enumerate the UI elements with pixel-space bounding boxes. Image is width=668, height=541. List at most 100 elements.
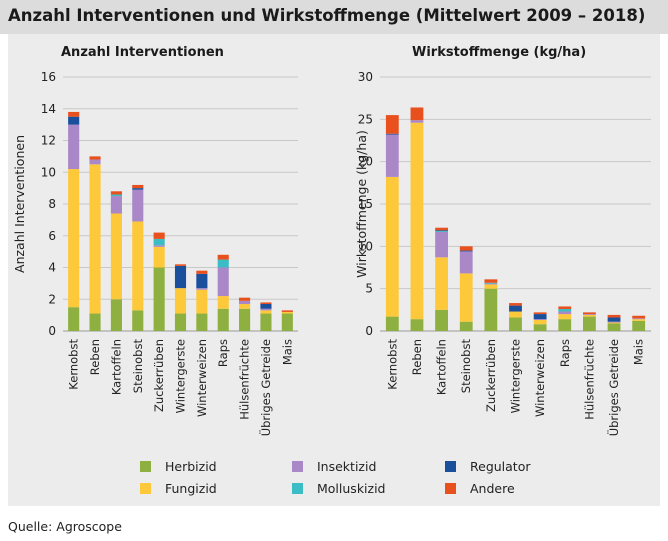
chart2-bar-fungizid bbox=[632, 319, 646, 321]
legend-label: Insektizid bbox=[317, 459, 377, 474]
chart1-bar-molluskizid bbox=[110, 194, 122, 197]
chart2-bar-herbizid bbox=[533, 324, 547, 331]
chart2-bar-insektizid bbox=[607, 321, 621, 323]
chart2-bar-herbizid bbox=[459, 321, 473, 331]
chart1-bar-insektizid bbox=[217, 267, 229, 297]
chart2-category-label: Übriges Getreide bbox=[605, 339, 621, 436]
chart2-bar-fungizid bbox=[509, 311, 522, 318]
chart2-bar-herbizid bbox=[509, 317, 522, 331]
chart2-category-label: Kartoffeln bbox=[435, 339, 449, 395]
chart2-bar-herbizid bbox=[385, 316, 399, 331]
chart2-bar-andere bbox=[607, 314, 621, 318]
chart1-ylabel: Anzahl Interventionen bbox=[12, 135, 27, 273]
chart2-bar-andere bbox=[509, 303, 522, 306]
chart1-category-label: Zuckerrüben bbox=[152, 339, 166, 412]
chart2-bar-herbizid bbox=[558, 319, 572, 331]
chart1-ytick-label: 6 bbox=[48, 229, 56, 243]
chart2-bar-andere bbox=[533, 312, 547, 315]
chart1-bar-fungizid bbox=[260, 310, 272, 314]
chart2-category-label: Mais bbox=[632, 339, 646, 365]
chart1-bar-andere bbox=[110, 191, 122, 195]
chart1-bar-regulator bbox=[260, 304, 272, 309]
chart2-bar-fungizid bbox=[385, 176, 399, 317]
chart1-bar-fungizid bbox=[153, 246, 165, 268]
chart1-bar-insektizid bbox=[110, 196, 122, 214]
chart1-bar-fungizid bbox=[239, 304, 251, 309]
chart1-bar-fungizid bbox=[281, 311, 293, 314]
chart1-bar-insektizid bbox=[153, 245, 165, 247]
chart1-ytick-label: 8 bbox=[48, 197, 56, 211]
chart1-category-label: Kartoffeln bbox=[109, 339, 123, 395]
chart1-bar-fungizid bbox=[217, 296, 229, 309]
chart1-bar-fungizid bbox=[132, 221, 144, 311]
chart2-category-label: Raps bbox=[558, 339, 572, 367]
chart2-category-label: Reben bbox=[410, 339, 424, 375]
legend-item-andere: Andere bbox=[445, 481, 515, 496]
chart2-bar-fungizid bbox=[410, 122, 424, 320]
source-note: Quelle: Agroscope bbox=[8, 519, 122, 534]
chart1-ytick-label: 2 bbox=[48, 292, 56, 306]
header-bar: Anzahl Interventionen und Wirkstoffmenge… bbox=[0, 0, 668, 34]
chart1-ytick-label: 4 bbox=[48, 261, 56, 275]
chart1-bar-fungizid bbox=[68, 169, 80, 308]
chart1-bar-andere bbox=[196, 270, 208, 274]
chart1-category-label: Hülsenfrüchte bbox=[238, 339, 252, 420]
legend-item-regulator: Regulator bbox=[445, 459, 531, 474]
legend-swatch bbox=[140, 461, 151, 472]
chart1-ytick-label: 12 bbox=[41, 134, 56, 148]
chart2-bar-fungizid bbox=[583, 314, 596, 317]
legend-item-herbizid: Herbizid bbox=[140, 459, 217, 474]
chart2-bar-fungizid bbox=[607, 322, 621, 324]
chart2-ytick-label: 15 bbox=[358, 197, 373, 211]
chart2-category-label: Steinobst bbox=[459, 339, 473, 394]
chart2-bar-fungizid bbox=[533, 319, 547, 325]
chart1-bar-herbizid bbox=[153, 267, 165, 331]
chart1-ytick-label: 16 bbox=[41, 70, 56, 84]
chart2-bar-regulator bbox=[607, 317, 621, 322]
chart2-bar-molluskizid bbox=[484, 282, 498, 284]
chart2-bar-fungizid bbox=[558, 314, 572, 320]
chart2-bar-andere bbox=[435, 227, 448, 231]
chart2-bar-insektizid bbox=[410, 120, 424, 123]
chart1-bar-fungizid bbox=[89, 164, 101, 314]
chart2-bar-molluskizid bbox=[435, 231, 448, 232]
chart2-bar-andere bbox=[459, 246, 473, 251]
chart1-bar-herbizid bbox=[174, 313, 187, 331]
legend-swatch bbox=[445, 461, 456, 472]
chart2-bar-insektizid bbox=[632, 318, 646, 320]
chart2-bar-regulator bbox=[533, 314, 547, 320]
chart2-ytick-label: 25 bbox=[358, 112, 373, 126]
chart1-bar-fungizid bbox=[174, 288, 187, 314]
chart2-bar-herbizid bbox=[484, 288, 498, 331]
chart1-category-label: Übriges Getreide bbox=[257, 339, 273, 436]
chart2-bar-andere bbox=[583, 312, 596, 315]
chart2-bar-regulator bbox=[385, 133, 399, 135]
chart2-category-label: Kernobst bbox=[385, 339, 399, 390]
chart1-bar-andere bbox=[239, 297, 251, 301]
chart1-bar-herbizid bbox=[281, 313, 293, 331]
legend-swatch bbox=[292, 483, 303, 494]
legend-swatch bbox=[292, 461, 303, 472]
chart2-bar-fungizid bbox=[484, 284, 498, 289]
chart1-bar-insektizid bbox=[239, 300, 251, 305]
legend-item-fungizid: Fungizid bbox=[140, 481, 217, 496]
chart2-bar-herbizid bbox=[410, 319, 424, 331]
chart2-bar-insektizid bbox=[459, 251, 473, 274]
chart1-bar-herbizid bbox=[260, 313, 272, 331]
chart2-ytick-label: 5 bbox=[365, 282, 373, 296]
chart2-bar-andere bbox=[484, 279, 498, 283]
chart2-ytick-label: 10 bbox=[358, 239, 373, 253]
legend-label: Andere bbox=[470, 481, 515, 496]
chart1-bar-andere bbox=[132, 184, 144, 189]
chart1-ytick-label: 14 bbox=[41, 102, 56, 116]
chart1-bar-insektizid bbox=[132, 189, 144, 222]
chart1-title: Anzahl Interventionen bbox=[61, 45, 224, 60]
chart2-bar-andere bbox=[558, 306, 572, 309]
chart1-bar-andere bbox=[217, 254, 229, 260]
chart1-bar-andere bbox=[153, 232, 165, 239]
chart1-ytick-label: 0 bbox=[48, 324, 56, 338]
legend-swatch bbox=[140, 483, 151, 494]
chart2-ytick-label: 20 bbox=[358, 155, 373, 169]
chart1-bar-regulator bbox=[68, 116, 80, 125]
legend-swatch bbox=[445, 483, 456, 494]
